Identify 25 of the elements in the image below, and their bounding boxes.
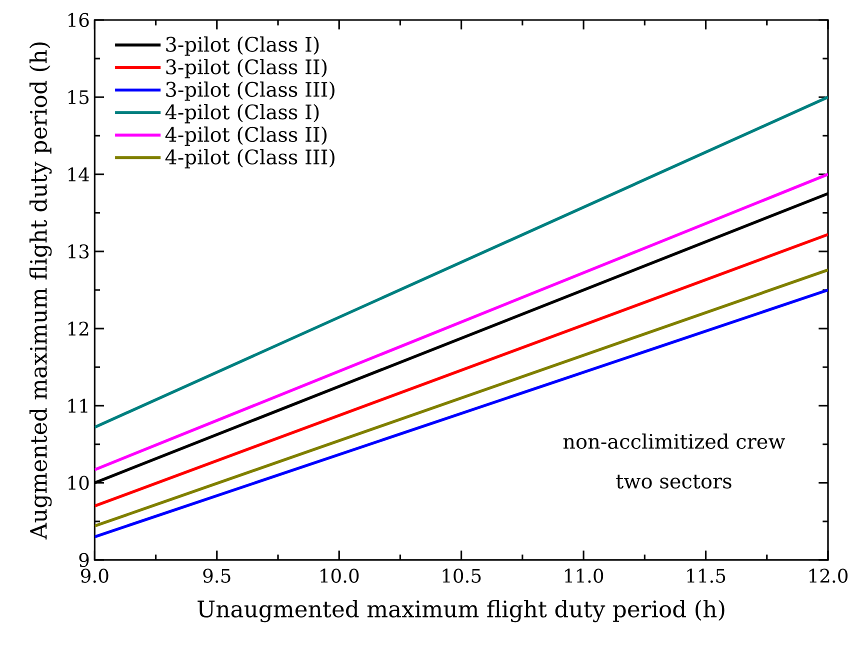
x-tick-label: 11.0 [565, 568, 604, 583]
y-tick-label: 14 [68, 167, 90, 182]
y-tick-label: 12 [68, 322, 88, 336]
legend-label: 4-pilot (Class II) [165, 126, 327, 146]
legend-label: 3-pilot (Class I) [166, 36, 319, 56]
y-tick-label: 11 [68, 398, 88, 413]
x-tick-label: 9.5 [203, 568, 230, 583]
y-tick-label: 13 [68, 244, 89, 258]
x-tick-label: 12.0 [809, 568, 848, 583]
legend-label: 3-pilot (Class II) [166, 58, 327, 78]
x-tick-label: 9.0 [81, 568, 108, 583]
annotation: two sectors [616, 474, 732, 489]
x-tick-label: 10.0 [320, 568, 359, 583]
legend-label: 4-pilot (Class III) [165, 149, 334, 168]
legend-label: 3-pilot (Class III) [166, 81, 334, 101]
annotation: non-acclimitized crew [563, 433, 786, 449]
y-tick-label: 9 [79, 552, 89, 568]
y-tick-label: 15 [68, 90, 89, 104]
x-tick-label: 11.5 [687, 568, 726, 583]
legend-label: 4-pilot (Class I) [165, 104, 319, 124]
x-axis-title: Unaugmented maximum flight duty period (h) [198, 600, 724, 622]
x-tick-label: 10.5 [442, 568, 481, 583]
y-tick-label: 10 [68, 476, 89, 490]
y-axis-title: Augmented maximum flight duty period (h) [29, 42, 52, 540]
y-tick-label: 16 [68, 12, 89, 28]
